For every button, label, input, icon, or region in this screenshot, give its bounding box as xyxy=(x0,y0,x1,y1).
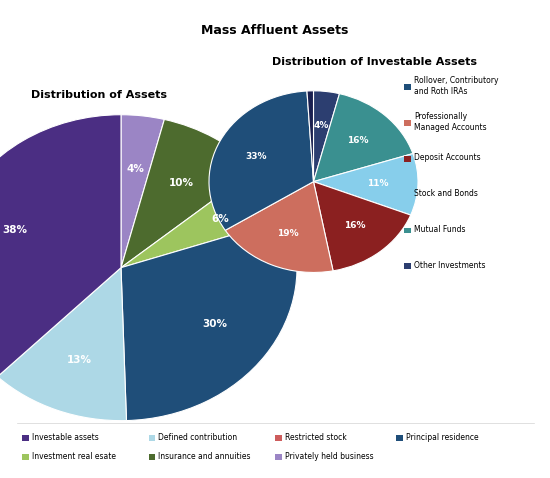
Wedge shape xyxy=(314,182,411,271)
Text: Privately held business: Privately held business xyxy=(285,452,373,461)
Wedge shape xyxy=(307,91,314,182)
Wedge shape xyxy=(121,115,164,268)
Wedge shape xyxy=(121,218,297,421)
FancyBboxPatch shape xyxy=(396,435,403,441)
FancyBboxPatch shape xyxy=(404,263,411,269)
Text: 4%: 4% xyxy=(126,164,144,174)
Wedge shape xyxy=(0,115,121,377)
Text: Deposit Accounts: Deposit Accounts xyxy=(414,153,481,162)
Text: Principal residence: Principal residence xyxy=(406,433,478,442)
Wedge shape xyxy=(209,91,314,230)
Wedge shape xyxy=(121,169,288,268)
Text: Distribution of Assets: Distribution of Assets xyxy=(31,90,167,100)
Wedge shape xyxy=(0,268,126,421)
Text: Professionally
Managed Accounts: Professionally Managed Accounts xyxy=(414,112,487,131)
Text: Stock and Bonds: Stock and Bonds xyxy=(414,189,478,198)
FancyBboxPatch shape xyxy=(404,84,411,90)
Text: Distribution of Investable Assets: Distribution of Investable Assets xyxy=(272,57,476,67)
Text: 33%: 33% xyxy=(245,152,267,161)
Wedge shape xyxy=(314,94,413,182)
Text: 19%: 19% xyxy=(277,229,299,238)
Text: Mass Affluent Assets: Mass Affluent Assets xyxy=(201,24,349,37)
Text: 16%: 16% xyxy=(344,220,366,229)
FancyBboxPatch shape xyxy=(275,454,282,460)
Text: 4%: 4% xyxy=(314,121,329,130)
Text: Investment real esate: Investment real esate xyxy=(32,452,116,461)
Text: 16%: 16% xyxy=(347,136,369,145)
FancyBboxPatch shape xyxy=(275,435,282,441)
Wedge shape xyxy=(121,120,256,268)
Text: Restricted stock: Restricted stock xyxy=(285,433,346,442)
FancyBboxPatch shape xyxy=(404,192,411,197)
Text: 38%: 38% xyxy=(3,225,28,235)
FancyBboxPatch shape xyxy=(148,454,155,460)
Text: Insurance and annuities: Insurance and annuities xyxy=(158,452,251,461)
Text: 13%: 13% xyxy=(67,355,92,365)
Text: Rollover, Contributory
and Roth IRAs: Rollover, Contributory and Roth IRAs xyxy=(414,76,499,96)
Wedge shape xyxy=(314,91,339,182)
Text: Mutual Funds: Mutual Funds xyxy=(414,225,466,234)
Text: Defined contribution: Defined contribution xyxy=(158,433,238,442)
Text: Investable assets: Investable assets xyxy=(32,433,98,442)
FancyBboxPatch shape xyxy=(22,454,29,460)
Wedge shape xyxy=(226,182,333,272)
Text: 10%: 10% xyxy=(169,178,194,188)
FancyBboxPatch shape xyxy=(404,120,411,126)
Text: Other Investments: Other Investments xyxy=(414,261,486,270)
Text: 30%: 30% xyxy=(202,319,228,329)
FancyBboxPatch shape xyxy=(22,435,29,441)
Text: 6%: 6% xyxy=(212,214,229,224)
FancyBboxPatch shape xyxy=(148,435,155,441)
FancyBboxPatch shape xyxy=(404,156,411,162)
Text: 11%: 11% xyxy=(367,179,389,188)
Wedge shape xyxy=(314,153,418,215)
FancyBboxPatch shape xyxy=(404,228,411,233)
